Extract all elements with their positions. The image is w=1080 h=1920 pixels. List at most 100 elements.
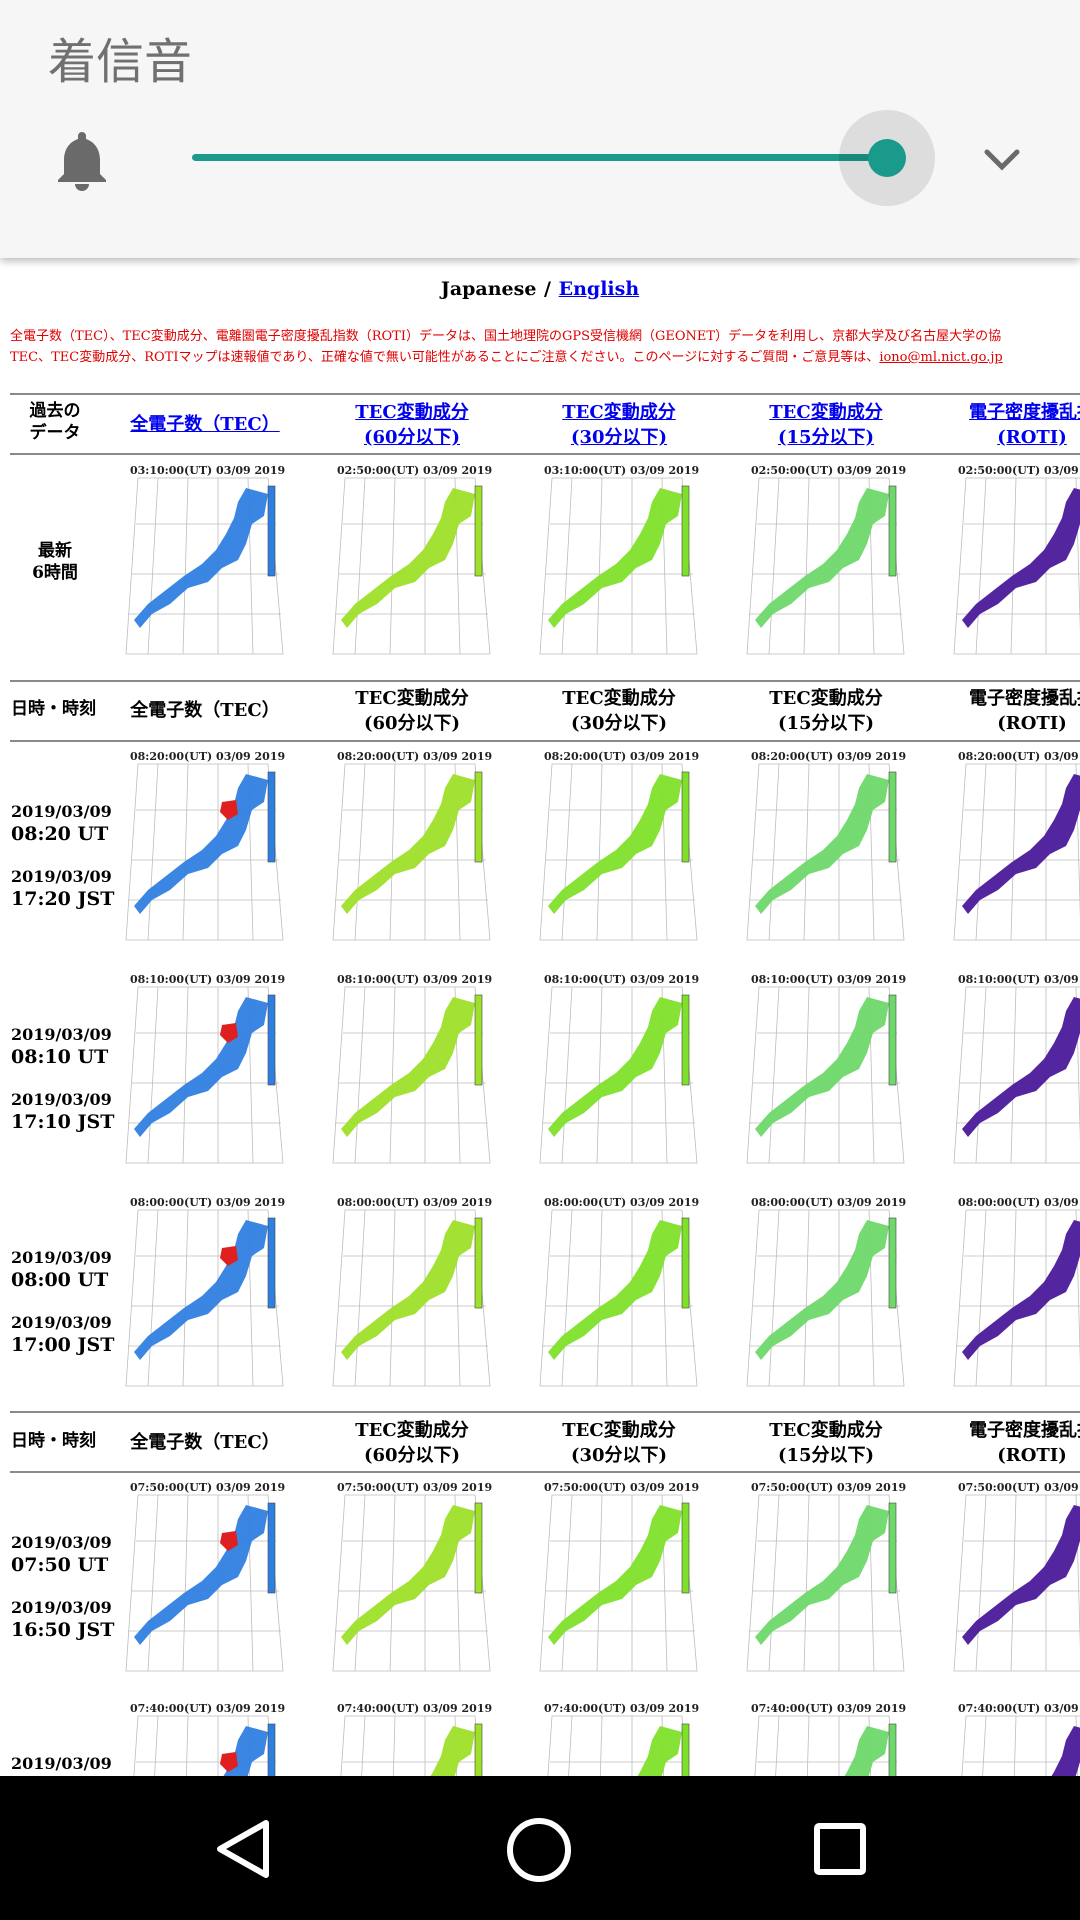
map-caption: 03:10:00(UT) 03/09 2019 bbox=[130, 464, 286, 477]
past-data-header-col-tec[interactable]: 全電子数（TEC） bbox=[105, 412, 305, 437]
tec-map-var60[interactable]: 07:50:00(UT) 03/09 2019 bbox=[325, 1481, 495, 1681]
datetime-gap bbox=[11, 1577, 114, 1598]
tec-map-var15[interactable]: 07:40:00(UT) 03/09 2019 bbox=[739, 1702, 909, 1776]
tec-map-var30[interactable]: 07:50:00(UT) 03/09 2019 bbox=[532, 1481, 702, 1681]
tec-map-var30[interactable]: 07:40:00(UT) 03/09 2019 bbox=[532, 1702, 702, 1776]
table-border bbox=[10, 740, 1080, 742]
map-graphic bbox=[332, 477, 491, 655]
tec-map-tec[interactable]: 08:00:00(UT) 03/09 2019 bbox=[118, 1196, 288, 1396]
map-caption: 08:10:00(UT) 03/09 2019 bbox=[751, 973, 907, 986]
notice-text: 全電子数（TEC）、TEC変動成分、電離圏電子密度擾乱指数（ROTI）データは、… bbox=[10, 326, 1080, 368]
ut-time: 07:50 UT bbox=[11, 1554, 109, 1576]
tec-map-tec[interactable]: 07:50:00(UT) 03/09 2019 bbox=[118, 1481, 288, 1681]
tec-map-var15[interactable]: 07:50:00(UT) 03/09 2019 bbox=[739, 1481, 909, 1681]
tec-map-var60[interactable]: 08:00:00(UT) 03/09 2019 bbox=[325, 1196, 495, 1396]
map-graphic bbox=[332, 986, 491, 1164]
map-caption: 08:00:00(UT) 03/09 2019 bbox=[751, 1196, 907, 1209]
tec-map-var15[interactable]: 08:20:00(UT) 03/09 2019 bbox=[739, 750, 909, 950]
row-datetime: 2019/03/09 08:20 UT 2019/03/09 17:20 JST bbox=[11, 802, 114, 911]
header-line-1: 電子密度擾乱指 bbox=[969, 688, 1080, 709]
tec-map-var60[interactable]: 08:20:00(UT) 03/09 2019 bbox=[325, 750, 495, 950]
map-caption: 07:40:00(UT) 03/09 2019 bbox=[337, 1702, 493, 1715]
map-graphic bbox=[539, 1209, 698, 1387]
ut-time: 08:20 UT bbox=[11, 823, 109, 845]
tec-map-var15[interactable]: 08:00:00(UT) 03/09 2019 bbox=[739, 1196, 909, 1396]
header-line-1: 電子密度擾乱指 bbox=[969, 402, 1080, 423]
map-graphic bbox=[539, 1494, 698, 1672]
past-data-header-col-roti[interactable]: 電子密度擾乱指 (ROTI) bbox=[932, 400, 1080, 450]
tec-map-roti[interactable]: 07:50:00(UT) 03/09 2019 bbox=[946, 1481, 1080, 1681]
volume-slider-thumb[interactable] bbox=[867, 139, 906, 177]
datetime-gap bbox=[11, 846, 114, 867]
row-datetime: 2019/03/09 07:50 UT 2019/03/09 16:50 JST bbox=[11, 1533, 114, 1642]
volume-slider-track[interactable] bbox=[192, 154, 887, 161]
tec-map-var30[interactable]: 08:20:00(UT) 03/09 2019 bbox=[532, 750, 702, 950]
latest-6h-label: 最新 6時間 bbox=[10, 540, 100, 584]
map-graphic bbox=[125, 1209, 284, 1387]
ut-date: 2019/03/09 bbox=[11, 1754, 112, 1773]
map-graphic bbox=[953, 1494, 1080, 1672]
map-caption: 07:50:00(UT) 03/09 2019 bbox=[337, 1481, 493, 1494]
header-row-1-col-var15: TEC変動成分 (15分以下) bbox=[726, 686, 926, 736]
recents-icon[interactable] bbox=[813, 1822, 867, 1876]
tec-map-roti[interactable]: 08:00:00(UT) 03/09 2019 bbox=[946, 1196, 1080, 1396]
home-icon[interactable] bbox=[505, 1816, 573, 1884]
tec-map-roti[interactable]: 07:40:00(UT) 03/09 2019 bbox=[946, 1702, 1080, 1776]
map-graphic bbox=[125, 986, 284, 1164]
header-line-1: TEC変動成分 bbox=[562, 688, 676, 709]
past-data-header-label-line-2: データ bbox=[29, 423, 81, 443]
contact-email-link[interactable]: iono@ml.nict.go.jp bbox=[879, 350, 1003, 365]
chevron-down-icon[interactable] bbox=[984, 148, 1020, 176]
ut-date: 2019/03/09 bbox=[11, 1248, 112, 1267]
map-graphic bbox=[953, 986, 1080, 1164]
jst-time: 17:20 JST bbox=[11, 888, 115, 910]
tec-map-tec[interactable]: 03:10:00(UT) 03/09 2019 bbox=[118, 464, 288, 664]
tec-map-var30[interactable]: 03:10:00(UT) 03/09 2019 bbox=[532, 464, 702, 664]
table-border bbox=[10, 453, 1080, 455]
tec-map-var60[interactable]: 08:10:00(UT) 03/09 2019 bbox=[325, 973, 495, 1173]
map-graphic bbox=[125, 477, 284, 655]
map-graphic bbox=[754, 1715, 897, 1776]
map-caption: 07:50:00(UT) 03/09 2019 bbox=[751, 1481, 907, 1494]
map-caption: 08:20:00(UT) 03/09 2019 bbox=[544, 750, 700, 763]
header-line-1: 全電子数（TEC） bbox=[130, 700, 280, 721]
map-caption: 07:50:00(UT) 03/09 2019 bbox=[130, 1481, 286, 1494]
header-line-1: TEC変動成分 bbox=[355, 402, 469, 423]
tec-map-roti[interactable]: 02:50:00(UT) 03/09 2019 bbox=[946, 464, 1080, 664]
map-caption: 08:10:00(UT) 03/09 2019 bbox=[544, 973, 700, 986]
notice-line-2-text: TEC、TEC変動成分、ROTIマップは速報値であり、正確な値で無い可能性がある… bbox=[10, 350, 880, 365]
ut-date: 2019/03/09 bbox=[11, 1025, 112, 1044]
table-border bbox=[10, 1471, 1080, 1473]
header-line-2: (30分以下) bbox=[570, 1445, 668, 1466]
past-data-header-col-var15[interactable]: TEC変動成分 (15分以下) bbox=[726, 400, 926, 450]
map-caption: 08:00:00(UT) 03/09 2019 bbox=[130, 1196, 286, 1209]
tec-map-tec[interactable]: 07:40:00(UT) 03/09 2019 bbox=[118, 1702, 288, 1776]
row-datetime: 2019/03/09 08:00 UT 2019/03/09 17:00 JST bbox=[11, 1248, 114, 1357]
bell-icon[interactable] bbox=[52, 128, 112, 196]
tec-map-var15[interactable]: 08:10:00(UT) 03/09 2019 bbox=[739, 973, 909, 1173]
header-row-1-col-var60: TEC変動成分 (60分以下) bbox=[312, 686, 512, 736]
back-icon[interactable] bbox=[214, 1818, 272, 1880]
header-line-1: TEC変動成分 bbox=[562, 402, 676, 423]
tec-map-var30[interactable]: 08:10:00(UT) 03/09 2019 bbox=[532, 973, 702, 1173]
tec-map-var15[interactable]: 02:50:00(UT) 03/09 2019 bbox=[739, 464, 909, 664]
language-english-link[interactable]: English bbox=[558, 278, 640, 300]
tec-map-var60[interactable]: 02:50:00(UT) 03/09 2019 bbox=[325, 464, 495, 664]
map-graphic bbox=[953, 477, 1080, 655]
jst-time: 17:00 JST bbox=[11, 1334, 115, 1356]
ut-time: 08:10 UT bbox=[11, 1046, 109, 1068]
tec-map-var30[interactable]: 08:00:00(UT) 03/09 2019 bbox=[532, 1196, 702, 1396]
tec-map-tec[interactable]: 08:10:00(UT) 03/09 2019 bbox=[118, 973, 288, 1173]
tec-map-var60[interactable]: 07:40:00(UT) 03/09 2019 bbox=[325, 1702, 495, 1776]
map-caption: 07:40:00(UT) 03/09 2019 bbox=[958, 1702, 1080, 1715]
past-data-header-col-var60[interactable]: TEC変動成分 (60分以下) bbox=[312, 400, 512, 450]
past-data-header-col-var30[interactable]: TEC変動成分 (30分以下) bbox=[519, 400, 719, 450]
notice-line-1: 全電子数（TEC）、TEC変動成分、電離圏電子密度擾乱指数（ROTI）データは、… bbox=[10, 329, 1002, 344]
tec-map-tec[interactable]: 08:20:00(UT) 03/09 2019 bbox=[118, 750, 288, 950]
tec-map-roti[interactable]: 08:20:00(UT) 03/09 2019 bbox=[946, 750, 1080, 950]
header-line-2: (ROTI) bbox=[997, 1445, 1067, 1466]
map-graphic bbox=[746, 986, 905, 1164]
header-line-2: (15分以下) bbox=[777, 427, 875, 448]
header-row-1-col-var30: TEC変動成分 (30分以下) bbox=[519, 686, 719, 736]
tec-map-roti[interactable]: 08:10:00(UT) 03/09 2019 bbox=[946, 973, 1080, 1173]
